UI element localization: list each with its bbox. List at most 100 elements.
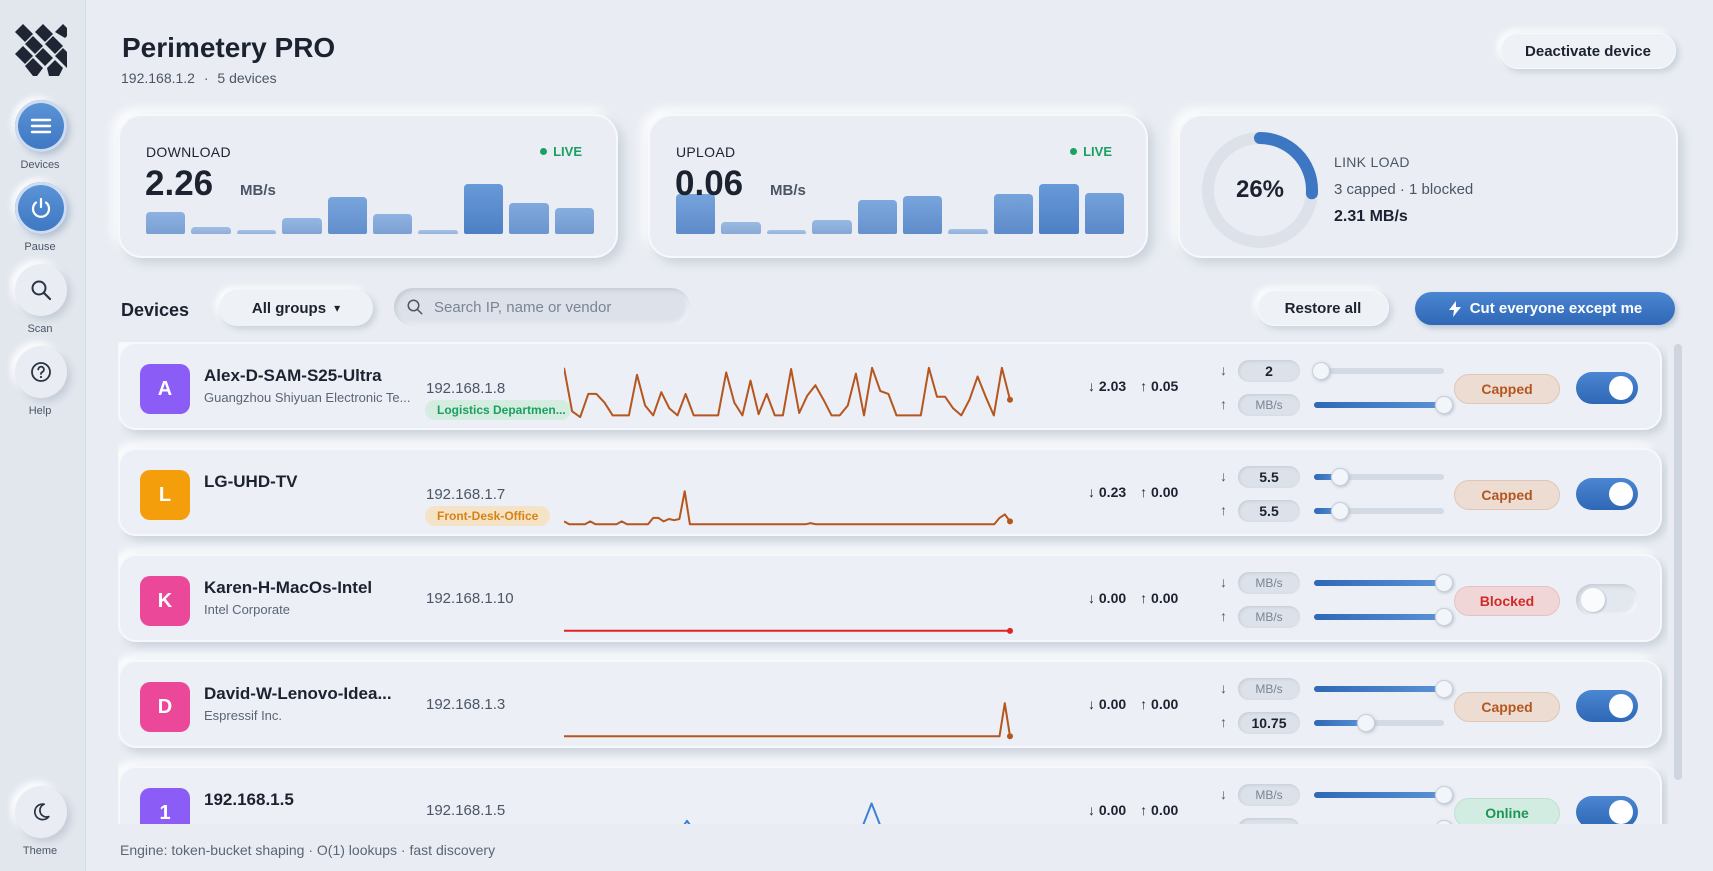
restore-all-button[interactable]: Restore all	[1257, 290, 1389, 326]
upload-limit-slider[interactable]	[1314, 714, 1444, 732]
upload-limit-slider[interactable]	[1314, 608, 1453, 626]
search-icon	[31, 280, 52, 301]
sparkline-end-dot	[1007, 518, 1013, 525]
device-enable-toggle[interactable]	[1576, 372, 1638, 404]
device-row[interactable]: 1 192.168.1.5 192.168.1.5 ↓ 0.00 ↑ 0.00 ↓ MB/s…	[118, 766, 1662, 824]
device-avatar: L	[140, 470, 190, 520]
device-list-scrollbar[interactable]	[1674, 344, 1682, 780]
slider-knob[interactable]	[1311, 362, 1330, 380]
device-group-tag[interactable]: Front-Desk-Office	[425, 506, 551, 526]
download-limit-field[interactable]: MB/s	[1238, 784, 1300, 806]
download-limit-slider[interactable]	[1314, 574, 1453, 592]
device-up-rate: ↑ 0.00	[1140, 590, 1179, 606]
download-bar	[373, 213, 413, 234]
upload-arrow-icon: ↑	[1220, 714, 1227, 730]
sparkline-path	[564, 702, 1011, 738]
download-live-label: LIVE	[553, 144, 582, 159]
device-enable-toggle[interactable]	[1576, 796, 1638, 824]
sidebar: Devices Pause Scan Help Theme	[0, 0, 86, 871]
download-limit-field[interactable]: MB/s	[1238, 572, 1300, 594]
slider-knob[interactable]	[1331, 502, 1349, 520]
download-bar	[236, 229, 277, 234]
live-dot-icon	[540, 148, 548, 155]
toggle-knob	[1581, 588, 1605, 612]
slider-knob[interactable]	[1357, 714, 1375, 732]
upload-bar	[903, 195, 943, 234]
upload-bar	[676, 194, 716, 234]
sparkline-end-dot	[1007, 733, 1013, 740]
slider-knob[interactable]	[1435, 820, 1453, 824]
theme-button[interactable]	[15, 786, 67, 838]
group-filter-dropdown[interactable]: All groups ▾	[219, 290, 373, 326]
download-arrow-icon: ↓	[1220, 680, 1227, 696]
download-limit-slider[interactable]	[1314, 468, 1444, 486]
upload-limit-field[interactable]: 5.5	[1238, 500, 1300, 522]
download-card: DOWNLOAD LIVE 2.26 MB/s	[118, 114, 618, 258]
device-enable-toggle[interactable]	[1576, 478, 1638, 510]
download-unit: MB/s	[240, 182, 276, 199]
device-ip: 192.168.1.10	[426, 590, 514, 607]
help-label: Help	[28, 405, 52, 417]
device-name: Karen-H-MacOs-Intel	[204, 578, 373, 597]
device-traffic-sparkline	[564, 366, 1013, 419]
slider-knob[interactable]	[1435, 574, 1453, 592]
devices-nav-button[interactable]	[15, 100, 67, 152]
device-rates: ↓ 0.00 ↑ 0.00	[1088, 696, 1178, 712]
download-limit-field[interactable]: 5.5	[1238, 466, 1300, 488]
deactivate-device-button[interactable]: Deactivate device	[1500, 33, 1676, 69]
upload-limit-slider[interactable]	[1314, 396, 1453, 414]
search-box[interactable]	[394, 288, 690, 326]
device-down-rate: ↓ 0.00	[1088, 802, 1127, 818]
cut-everyone-button[interactable]: Cut everyone except me	[1415, 292, 1675, 325]
download-limit-slider[interactable]	[1314, 680, 1453, 698]
device-avatar: 1	[140, 788, 190, 824]
device-row[interactable]: K Karen-H-MacOs-Intel Intel Corporate 192.1…	[118, 554, 1662, 642]
search-input[interactable]	[434, 298, 674, 316]
download-bar	[327, 196, 368, 234]
slider-fill	[1314, 474, 1340, 480]
device-up-rate: ↑ 0.00	[1140, 696, 1179, 712]
pause-button[interactable]	[15, 182, 67, 234]
upload-bar	[1039, 183, 1079, 234]
live-dot-icon	[1070, 148, 1078, 155]
upload-limit-field[interactable]: MB/s	[1238, 818, 1300, 824]
toggle-knob	[1609, 376, 1633, 400]
help-button[interactable]	[15, 346, 67, 398]
upload-bar	[812, 220, 852, 234]
theme-label: Theme	[22, 845, 58, 857]
slider-fill	[1314, 720, 1366, 726]
upload-limit-field[interactable]: 10.75	[1238, 712, 1300, 734]
device-name: Alex-D-SAM-S25-Ultra	[204, 366, 382, 385]
device-traffic-sparkline	[564, 490, 1013, 526]
slider-knob[interactable]	[1331, 468, 1349, 486]
slider-knob[interactable]	[1435, 608, 1453, 626]
download-bar	[191, 226, 231, 234]
download-limit-field[interactable]: 2	[1238, 360, 1300, 382]
slider-knob[interactable]	[1435, 396, 1453, 414]
sparkline-path	[564, 366, 1011, 419]
upload-arrow-icon: ↑	[1220, 502, 1227, 518]
slider-knob[interactable]	[1435, 680, 1453, 698]
upload-limit-field[interactable]: MB/s	[1238, 606, 1300, 628]
scan-button[interactable]	[15, 264, 67, 316]
device-enable-toggle[interactable]	[1576, 584, 1638, 616]
upload-limit-field[interactable]: MB/s	[1238, 394, 1300, 416]
upload-bars	[676, 174, 1125, 234]
download-limit-field[interactable]: MB/s	[1238, 678, 1300, 700]
link-load-summary: 3 capped · 1 blocked	[1334, 181, 1474, 198]
gateway-ip: 192.168.1.2	[121, 70, 195, 86]
device-row[interactable]: D David-W-Lenovo-Idea... Espressif Inc. 192…	[118, 660, 1662, 748]
device-group-tag[interactable]: Logistics Departmen...	[425, 400, 571, 420]
link-load-label: LINK LOAD	[1334, 154, 1410, 170]
device-row[interactable]: A Alex-D-SAM-S25-Ultra Guangzhou Shiyuan E…	[118, 342, 1662, 430]
download-limit-slider[interactable]	[1314, 786, 1453, 804]
download-limit-slider[interactable]	[1311, 362, 1444, 380]
slider-knob[interactable]	[1435, 786, 1453, 804]
upload-limit-slider[interactable]	[1314, 502, 1444, 520]
device-row[interactable]: L LG-UHD-TV 192.168.1.7 Front-Desk-Office ↓ …	[118, 448, 1662, 536]
device-enable-toggle[interactable]	[1576, 690, 1638, 722]
device-up-rate: ↑ 0.00	[1140, 484, 1179, 500]
devices-nav-label: Devices	[20, 159, 60, 171]
subtitle-separator: ·	[203, 70, 209, 86]
upload-bar	[948, 228, 988, 234]
